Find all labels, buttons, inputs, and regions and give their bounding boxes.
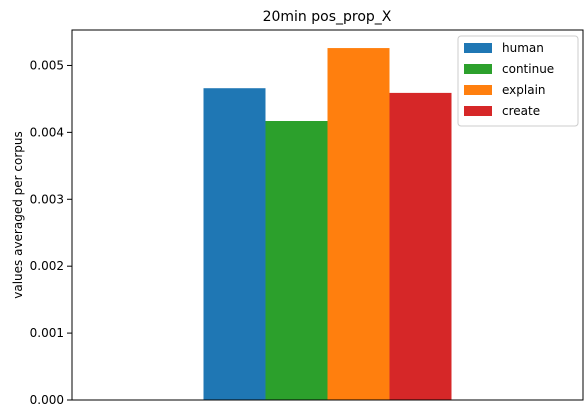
- legend: human continue explain create: [457, 35, 579, 127]
- y-axis-ticks: 0.000 0.001 0.002 0.003 0.004 0.005: [30, 58, 72, 407]
- legend-swatch-continue: [464, 64, 492, 74]
- y-tick-label: 0.001: [30, 326, 64, 340]
- bars-group: [203, 48, 452, 401]
- chart-title: 20min pos_prop_X: [263, 9, 392, 25]
- legend-label-create: create: [502, 104, 540, 118]
- y-axis-label: values averaged per corpus: [11, 131, 25, 299]
- legend-swatch-explain: [464, 85, 492, 95]
- legend-label-human: human: [502, 41, 544, 55]
- legend-label-explain: explain: [502, 83, 546, 97]
- bar-human: [203, 88, 266, 400]
- y-tick-label: 0.000: [30, 393, 64, 407]
- plot-frame: [71, 29, 584, 401]
- legend-swatch-human: [464, 43, 492, 53]
- y-tick-label: 0.003: [30, 192, 64, 206]
- y-tick-label: 0.005: [30, 58, 64, 72]
- bar-create: [389, 92, 452, 400]
- y-tick-label: 0.004: [30, 125, 64, 139]
- bar-explain: [327, 48, 390, 401]
- legend-label-continue: continue: [502, 62, 554, 76]
- y-tick-label: 0.002: [30, 259, 64, 273]
- legend-swatch-create: [464, 106, 492, 116]
- bar-continue: [265, 120, 328, 401]
- legend-box: [457, 35, 579, 127]
